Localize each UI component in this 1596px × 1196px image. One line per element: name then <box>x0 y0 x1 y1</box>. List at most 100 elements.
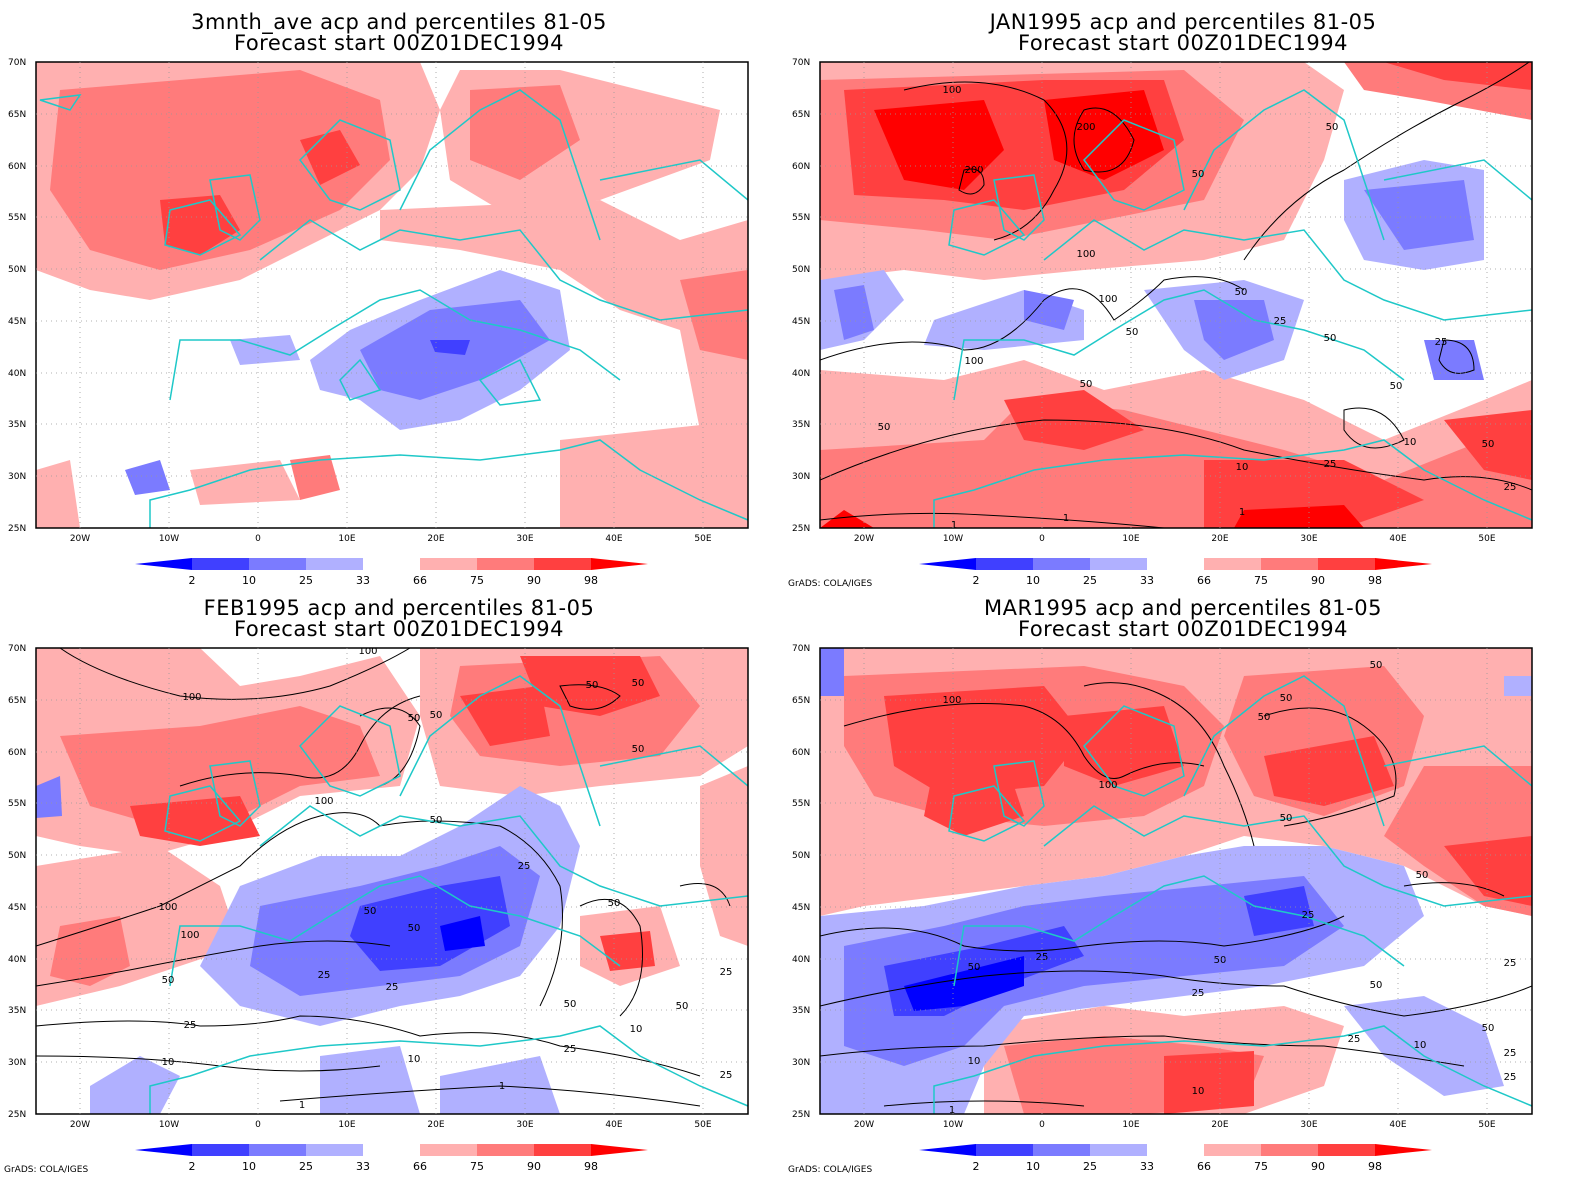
lat-label: 65N <box>792 110 810 120</box>
lon-label: 20W <box>854 534 874 544</box>
contour-label: 100 <box>942 85 961 96</box>
contour-label: 25 <box>1504 958 1517 969</box>
contour-label: 25 <box>564 1044 577 1055</box>
contour-label: 50 <box>1235 287 1248 298</box>
colorbar-label: 25 <box>299 574 313 587</box>
colorbar-label: 25 <box>1083 1160 1097 1173</box>
contour-label: 100 <box>942 695 961 706</box>
contour-label: 10 <box>968 1056 981 1067</box>
lon-label: 50E <box>1478 1120 1495 1130</box>
contour-label: 25 <box>1192 988 1205 999</box>
contour-label: 100 <box>314 796 333 807</box>
lat-label: 70N <box>792 644 810 654</box>
panel-3mnth-ave: 3mnth_ave acp and percentiles 81-05 Fore… <box>0 0 798 598</box>
contour-label: 100 <box>180 930 199 941</box>
panel-title: MAR1995 acp and percentiles 81-05 <box>984 596 1382 620</box>
contour-label: 25 <box>386 982 399 993</box>
contour-label: 50 <box>1326 122 1339 133</box>
contour-label: 25 <box>1348 1034 1361 1045</box>
lon-label: 10W <box>943 1120 963 1130</box>
grads-credit: GrADS: COLA/IGES <box>788 579 872 589</box>
contour-label: 50 <box>1214 955 1227 966</box>
colorbar-label: 2 <box>973 1160 980 1173</box>
colorbar-label: 90 <box>1311 574 1325 587</box>
colorbar-label: 90 <box>527 1160 541 1173</box>
contour-label: 200 <box>1076 122 1095 133</box>
contour-label: 50 <box>1324 333 1337 344</box>
lat-label: 55N <box>792 213 810 223</box>
lat-label: 70N <box>792 58 810 68</box>
contour-label: 50 <box>1280 813 1293 824</box>
contour-label: 100 <box>1098 294 1117 305</box>
contour-label: 1 <box>1239 507 1245 518</box>
lat-label: 40N <box>8 955 26 965</box>
lat-label: 65N <box>8 696 26 706</box>
contour-label: 50 <box>1390 381 1403 392</box>
lat-label: 45N <box>8 317 26 327</box>
contour-label: 50 <box>968 962 981 973</box>
lon-label: 30E <box>516 534 533 544</box>
lon-label: 40E <box>1389 1120 1406 1130</box>
colorbar: 2 10 25 33 66 75 90 98 <box>919 1144 1432 1173</box>
panel-mar1995: MAR1995 acp and percentiles 81-05 Foreca… <box>784 586 1582 1184</box>
map-plot: 100 200 200 50 100 100 50 50 25 50 25 50… <box>788 58 1533 589</box>
lon-label: 20W <box>854 1120 874 1130</box>
colorbar: 2 10 25 33 66 75 90 98 <box>919 558 1432 587</box>
map-plot: 100 100 50 50 50 50 50 100 50 25 50 100 … <box>4 644 749 1175</box>
contour-label: 50 <box>1080 379 1093 390</box>
contour-label: 10 <box>1192 1086 1205 1097</box>
contour-label: 50 <box>1370 660 1383 671</box>
lat-label: 40N <box>792 955 810 965</box>
panel-subtitle: Forecast start 00Z01DEC1994 <box>234 617 564 641</box>
colorbar-label: 2 <box>189 574 196 587</box>
lon-labels: 20W 10W 0 10E 20E 30E 40E 50E <box>70 534 712 544</box>
lon-label: 0 <box>255 534 261 544</box>
colorbar-label: 98 <box>584 574 598 587</box>
colorbar-label: 66 <box>413 574 427 587</box>
lat-label: 50N <box>8 851 26 861</box>
lon-label: 0 <box>255 1120 261 1130</box>
contour-label: 25 <box>1324 459 1337 470</box>
contour-label: 100 <box>182 692 201 703</box>
lat-label: 35N <box>792 1006 810 1016</box>
lat-label: 60N <box>792 162 810 172</box>
lon-label: 10E <box>338 1120 355 1130</box>
lon-label: 0 <box>1039 534 1045 544</box>
panel-title: 3mnth_ave acp and percentiles 81-05 <box>191 10 607 34</box>
lat-label: 30N <box>8 472 26 482</box>
lon-label: 40E <box>605 534 622 544</box>
colorbar: 2 10 25 33 66 75 90 98 <box>135 1144 648 1173</box>
contour-label: 50 <box>676 1001 689 1012</box>
contour-label: 10 <box>1404 437 1417 448</box>
colorbar-label: 90 <box>527 574 541 587</box>
contour-label: 100 <box>358 646 377 657</box>
lat-label: 55N <box>792 799 810 809</box>
lat-label: 30N <box>792 1058 810 1068</box>
contour-label: 25 <box>1435 337 1448 348</box>
lat-labels: 70N 65N 60N 55N 50N 45N 40N 35N 30N 25N <box>8 58 26 534</box>
contour-labels: 100 200 200 50 100 100 50 50 25 50 25 50… <box>878 85 1517 528</box>
grads-credit: GrADS: COLA/IGES <box>788 1165 872 1175</box>
contour-label: 10 <box>408 1054 421 1065</box>
contour-label: 25 <box>720 1070 733 1081</box>
panel-title: JAN1995 acp and percentiles 81-05 <box>989 10 1377 34</box>
contour-label: 100 <box>964 356 983 367</box>
contour-label: 50 <box>1126 327 1139 338</box>
lat-label: 35N <box>8 1006 26 1016</box>
lon-label: 30E <box>1300 1120 1317 1130</box>
lat-label: 70N <box>8 644 26 654</box>
contour-label: 25 <box>518 861 531 872</box>
panel-title: FEB1995 acp and percentiles 81-05 <box>203 596 595 620</box>
contour-label: 50 <box>408 713 421 724</box>
contour-label: 50 <box>162 975 175 986</box>
colorbar-label: 75 <box>1254 574 1268 587</box>
lon-label: 10E <box>1122 534 1139 544</box>
panel-subtitle: Forecast start 00Z01DEC1994 <box>1018 31 1348 55</box>
contour-label: 50 <box>878 422 891 433</box>
contour-label: 25 <box>184 1020 197 1031</box>
lat-label: 55N <box>8 213 26 223</box>
lat-label: 40N <box>8 369 26 379</box>
lon-label: 10E <box>1122 1120 1139 1130</box>
lat-label: 45N <box>792 317 810 327</box>
contour-label: 25 <box>1504 482 1517 493</box>
